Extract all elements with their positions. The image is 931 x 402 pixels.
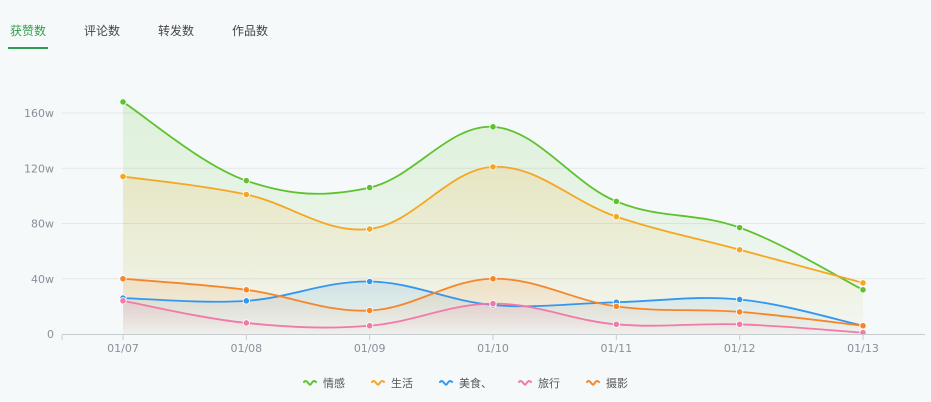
metric-tabs: 获赞数 评论数 转发数 作品数 [8,22,304,49]
data-point[interactable] [612,302,620,310]
x-tick-label: 01/10 [477,342,509,355]
tab-works[interactable]: 作品数 [232,24,269,38]
legend-label: 摄影 [606,377,628,390]
data-point[interactable] [736,308,744,316]
area-chart: 0 40w 80w 120w 160w 01/07 01/08 01/09 01/10 01/11… [24,98,925,355]
legend-label: 旅行 [538,377,560,390]
data-point[interactable] [736,320,744,328]
legend-item[interactable]: 情感 [303,375,345,391]
series-areas [123,101,863,334]
y-tick-label: 80w [31,218,54,231]
data-point[interactable] [242,286,250,294]
legend-item[interactable]: 摄影 [586,375,628,391]
legend-item[interactable]: 旅行 [518,375,560,391]
data-point[interactable] [366,225,374,233]
data-point[interactable] [119,275,127,283]
tab-comments[interactable]: 评论数 [84,24,121,38]
tab-likes[interactable]: 获赞数 [8,22,49,49]
legend-item[interactable]: 美食、 [439,375,492,391]
data-point[interactable] [366,277,374,286]
chart-legend: 情感 生活 美食、 旅行 摄影 [0,375,931,391]
x-tick-label: 01/07 [107,342,139,355]
data-point[interactable] [242,319,250,327]
data-point[interactable] [736,295,744,304]
data-point[interactable] [242,177,250,185]
y-tick-label: 160w [24,107,54,120]
data-point[interactable] [859,279,867,287]
data-point[interactable] [489,300,497,308]
data-point[interactable] [242,297,250,305]
data-point[interactable] [612,197,620,205]
axes: 0 40w 80w 120w 160w 01/07 01/08 01/09 01/10 01/11… [24,107,925,355]
data-point[interactable] [366,183,374,192]
data-point[interactable] [736,246,744,254]
data-point[interactable] [489,275,497,283]
data-point[interactable] [489,123,497,131]
tab-shares[interactable]: 转发数 [158,24,195,38]
data-point[interactable] [119,297,127,305]
x-tick-label: 01/11 [600,342,632,355]
data-point[interactable] [859,286,867,294]
legend-wave-icon [586,379,600,386]
data-point[interactable] [612,212,620,221]
data-point[interactable] [736,224,744,232]
x-tick-label: 01/12 [724,342,756,355]
legend-wave-icon [439,379,453,386]
data-point[interactable] [119,172,127,181]
data-point[interactable] [366,322,374,330]
data-point[interactable] [366,306,374,315]
y-tick-label: 40w [31,273,54,286]
legend-label: 生活 [391,377,413,390]
data-point[interactable] [489,163,497,171]
x-tick-label: 01/08 [230,342,262,355]
data-point[interactable] [242,190,250,199]
legend-item[interactable]: 生活 [371,375,413,391]
data-point[interactable] [119,98,127,106]
x-tick-label: 01/13 [847,342,879,355]
legend-label: 情感 [323,377,345,390]
legend-wave-icon [303,379,317,386]
y-tick-label: 0 [47,328,54,341]
legend-wave-icon [518,379,532,386]
y-tick-label: 120w [24,162,54,175]
data-point[interactable] [612,320,620,328]
x-tick-label: 01/09 [354,342,386,355]
legend-label: 美食、 [459,377,492,390]
legend-wave-icon [371,379,385,386]
data-point[interactable] [859,322,867,330]
